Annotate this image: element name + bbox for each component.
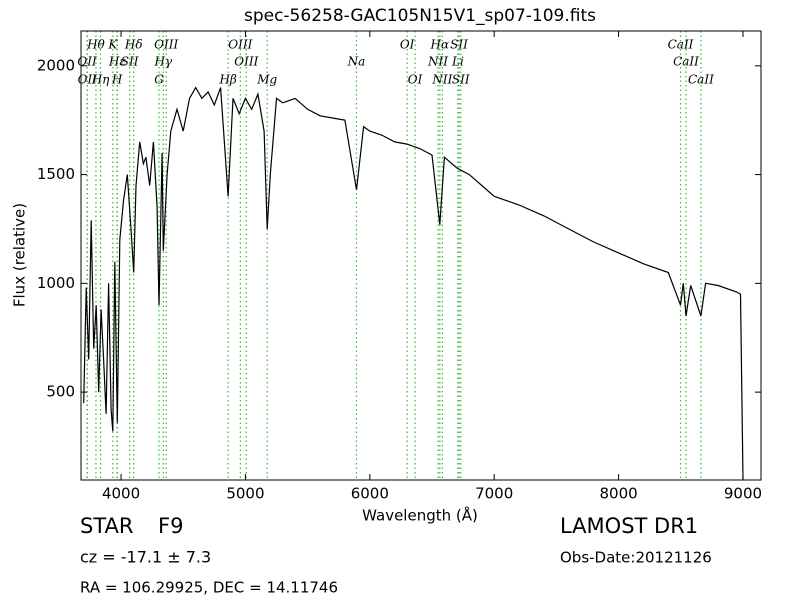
object-subclass: F9: [158, 514, 183, 538]
spectral-line-label: K: [107, 38, 118, 52]
plot-area: [83, 31, 744, 480]
spectrum: [83, 86, 744, 480]
y-tick-label: 1000: [37, 274, 75, 292]
x-axis-label: Wavelength (Å): [362, 506, 478, 525]
spectral-line-label: Hγ: [154, 55, 173, 69]
y-tick-label: 500: [46, 383, 75, 401]
spectral-line-label: OIII: [234, 55, 258, 69]
obs-date: Obs-Date:20121126: [560, 549, 712, 567]
chart-title: spec-56258-GAC105N15V1_sp07-109.fits: [244, 6, 596, 26]
spectral-line-label: Mg: [256, 73, 277, 87]
spectral-line-label: OIII: [154, 38, 178, 52]
spectral-line-label: CaII: [668, 38, 694, 52]
x-tick-label: 8000: [599, 485, 637, 503]
object-class: STAR: [80, 514, 133, 538]
spectral-line-label: Na: [347, 55, 366, 69]
spectral-line-label: SII: [450, 38, 468, 52]
x-tick-label: 7000: [475, 485, 513, 503]
spectral-line-label: OII: [77, 55, 97, 69]
spectral-line-label: Li: [451, 55, 464, 69]
y-axis-label: Flux (relative): [11, 203, 29, 307]
x-tick-label: 4000: [102, 485, 140, 503]
x-tick-label: 5000: [226, 485, 264, 503]
spectral-line-label: Hη: [91, 73, 110, 87]
coordinates: RA = 106.29925, DEC = 14.11746: [80, 579, 338, 597]
redshift: cz = -17.1 ± 7.3: [80, 548, 211, 567]
spectral-line-label: Hδ: [124, 38, 143, 52]
spectral-line-label: OII: [78, 73, 98, 87]
spectral-line-label: NII: [427, 55, 448, 69]
spectral-line-label: OI: [400, 38, 415, 52]
plot-frame: [80, 30, 762, 481]
spectral-line-label: SII: [121, 55, 139, 69]
spectral-line-label: Hα: [430, 38, 450, 52]
spectral-line-label: G: [154, 73, 164, 87]
spectral-line-label: NII: [431, 73, 452, 87]
spectral-line-label: CaII: [688, 73, 714, 87]
spectral-line-label: SII: [452, 73, 470, 87]
spectral-line-label: OIII: [228, 38, 252, 52]
survey: LAMOST DR1: [560, 514, 698, 538]
spectral-line-label: CaII: [673, 55, 699, 69]
spectral-line-label: H: [111, 73, 123, 87]
spectral-line-label: Hβ: [218, 73, 236, 87]
y-tick-label: 2000: [37, 56, 75, 74]
x-tick-label: 6000: [351, 485, 389, 503]
spectral-line-label: Hε: [108, 55, 126, 69]
spectral-line-label: Hθ: [86, 38, 105, 52]
x-tick-label: 9000: [724, 485, 762, 503]
y-tick-label: 1500: [37, 165, 75, 183]
spectral-line-label: OI: [408, 73, 423, 87]
